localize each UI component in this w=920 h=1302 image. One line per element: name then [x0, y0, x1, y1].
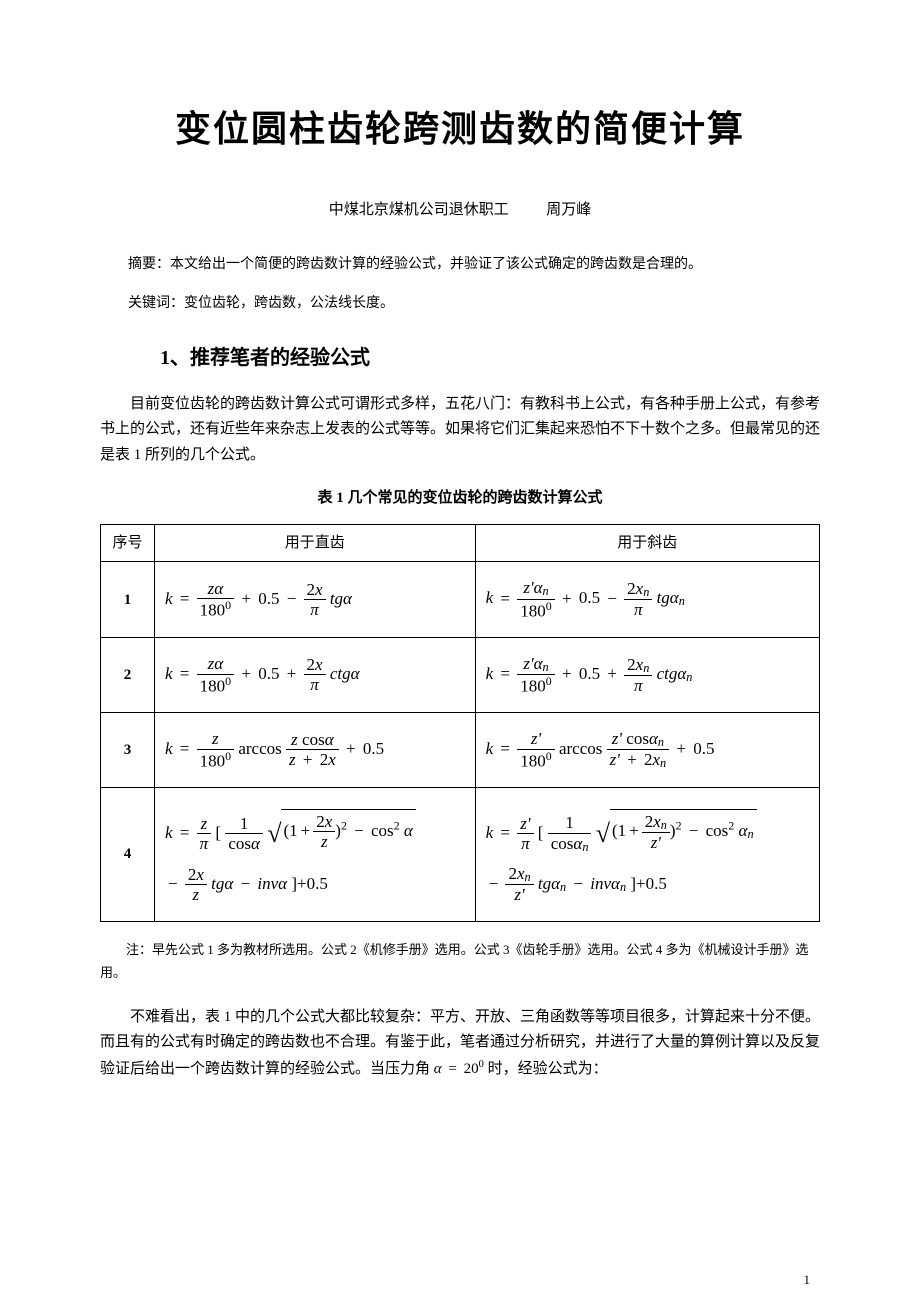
table-row: 3 k = z1800 arccos z cosαz + 2x + 0.5 k … [101, 713, 820, 788]
abstract-label: 摘要： [128, 257, 170, 272]
affiliation: 中煤北京煤机公司退休职工 [329, 202, 509, 218]
table-row: 1 k = zα1800 + 0.5 − 2xπ tgα k = z'αn180… [101, 562, 820, 637]
table-row: 4 k = zπ [ 1cosα √(1+2xz)2 − cos2 α − 2x… [101, 787, 820, 921]
formula-helical-4: k = z'π [ 1cosαn √(1+2xnz')2 − cos2 αn −… [475, 787, 819, 921]
section-1-para-2: 不难看出，表 1 中的几个公式大都比较复杂：平方、开放、三角函数等等项目很多，计… [100, 1005, 820, 1083]
formula-helical-3: k = z'1800 arccos z' cosαnz' + 2xn + 0.5 [475, 713, 819, 788]
keywords-text: 变位齿轮，跨齿数，公法线长度。 [184, 296, 394, 311]
col-helical: 用于斜齿 [475, 525, 819, 562]
table-note: 注：早先公式 1 多为教材所选用。公式 2《机修手册》选用。公式 3《齿轮手册》… [100, 938, 820, 985]
formula-helical-2: k = z'αn1800 + 0.5 + 2xnπ ctgαn [475, 637, 819, 712]
col-spur: 用于直齿 [155, 525, 476, 562]
formula-spur-3: k = z1800 arccos z cosαz + 2x + 0.5 [155, 713, 476, 788]
seq-cell: 3 [101, 713, 155, 788]
formula-helical-1: k = z'αn1800 + 0.5 − 2xnπ tgαn [475, 562, 819, 637]
section-1-para-1: 目前变位齿轮的跨齿数计算公式可谓形式多样，五花八门：有教科书上公式，有各种手册上… [100, 392, 820, 469]
table-row: 2 k = zα1800 + 0.5 + 2xπ ctgα k = z'αn18… [101, 637, 820, 712]
abstract-text: 本文给出一个简便的跨齿数计算的经验公式，并验证了该公式确定的跨齿数是合理的。 [170, 257, 702, 272]
col-seq: 序号 [101, 525, 155, 562]
keywords: 关键词：变位齿轮，跨齿数，公法线长度。 [100, 291, 820, 316]
formula-table: 序号 用于直齿 用于斜齿 1 k = zα1800 + 0.5 − 2xπ tg… [100, 524, 820, 921]
seq-cell: 2 [101, 637, 155, 712]
formula-spur-1: k = zα1800 + 0.5 − 2xπ tgα [155, 562, 476, 637]
page-title: 变位圆柱齿轮跨测齿数的简便计算 [100, 100, 820, 158]
seq-cell: 4 [101, 787, 155, 921]
table-header-row: 序号 用于直齿 用于斜齿 [101, 525, 820, 562]
section-1-heading: 1、推荐笔者的经验公式 [160, 342, 820, 374]
keywords-label: 关键词： [128, 296, 184, 311]
abstract: 摘要：本文给出一个简便的跨齿数计算的经验公式，并验证了该公式确定的跨齿数是合理的… [100, 252, 820, 277]
formula-spur-2: k = zα1800 + 0.5 + 2xπ ctgα [155, 637, 476, 712]
author-line: 中煤北京煤机公司退休职工 周万峰 [100, 198, 820, 222]
page-number: 1 [804, 1270, 811, 1291]
para2-suffix: 时，经验公式为： [488, 1061, 608, 1077]
formula-spur-4: k = zπ [ 1cosα √(1+2xz)2 − cos2 α − 2xz … [155, 787, 476, 921]
seq-cell: 1 [101, 562, 155, 637]
alpha-expression: α = 200 [434, 1061, 484, 1077]
author-name: 周万峰 [546, 202, 591, 218]
table-1-caption: 表 1 几个常见的变位齿轮的跨齿数计算公式 [100, 486, 820, 510]
